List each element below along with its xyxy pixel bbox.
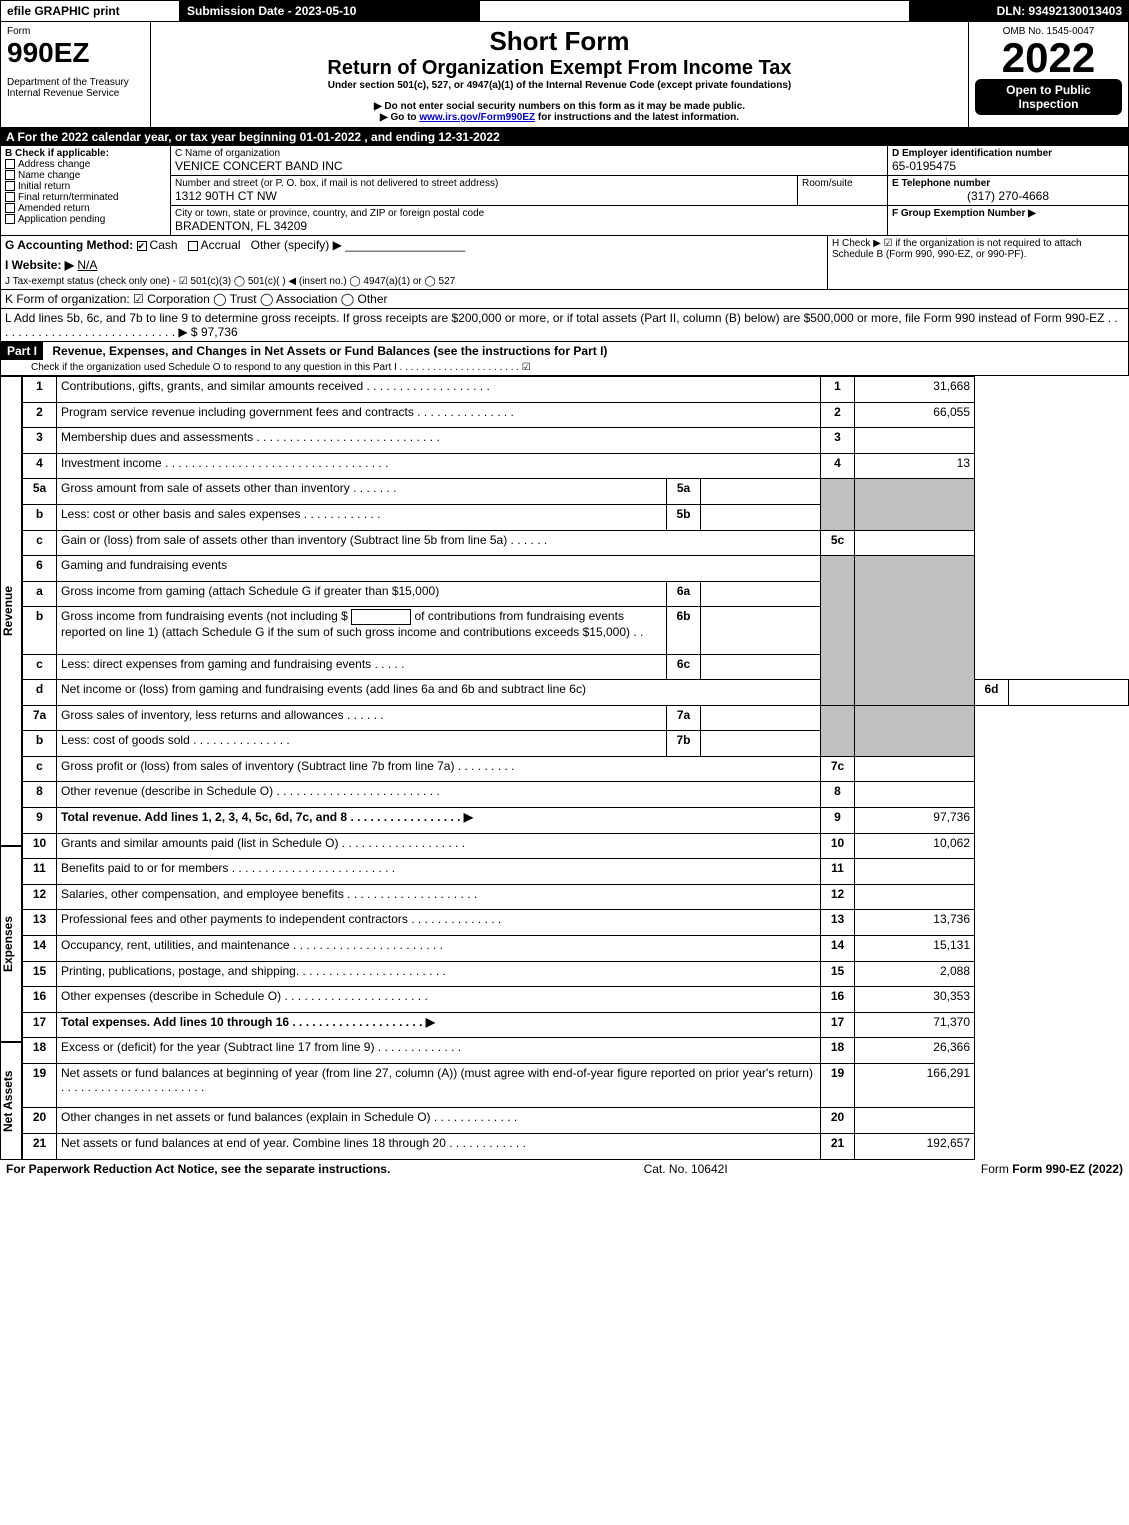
phone: (317) 270-4668 <box>892 189 1124 203</box>
form-number: 990EZ <box>7 37 144 69</box>
h-label: H Check ▶ ☑ if the organization is not r… <box>832 238 1124 260</box>
line-4: 4Investment income . . . . . . . . . . .… <box>23 453 1129 479</box>
k-row: K Form of organization: ☑ Corporation ◯ … <box>0 290 1129 309</box>
j-tax-exempt: J Tax-exempt status (check only one) - ☑… <box>5 276 823 287</box>
bcdef-row: B Check if applicable: Address change Na… <box>0 146 1129 236</box>
gh-row: G Accounting Method: Cash Accrual Other … <box>0 236 1129 290</box>
line-17: 17Total expenses. Add lines 10 through 1… <box>23 1012 1129 1038</box>
room-label: Room/suite <box>797 176 887 205</box>
netassets-label: Net Assets <box>0 1042 22 1160</box>
street-label: Number and street (or P. O. box, if mail… <box>175 178 793 189</box>
k-label: K Form of organization: ☑ Corporation ◯ … <box>1 290 1128 308</box>
b-amended[interactable]: Amended return <box>18 203 90 214</box>
line-1: 1Contributions, gifts, grants, and simil… <box>23 377 1129 403</box>
city-label: City or town, state or province, country… <box>175 208 883 219</box>
footer-left: For Paperwork Reduction Act Notice, see … <box>6 1162 390 1176</box>
goto-pre: ▶ Go to <box>380 112 419 123</box>
topbar: efile GRAPHIC print Submission Date - 20… <box>0 0 1129 22</box>
b-initial[interactable]: Initial return <box>18 181 70 192</box>
return-title: Return of Organization Exempt From Incom… <box>157 57 962 80</box>
form-label: Form <box>7 26 144 37</box>
l-row: L Add lines 5b, 6c, and 7b to line 9 to … <box>0 309 1129 342</box>
l-text: L Add lines 5b, 6c, and 7b to line 9 to … <box>5 311 1118 339</box>
l-value: 97,736 <box>201 325 238 339</box>
line-5c: cGain or (loss) from sale of assets othe… <box>23 530 1129 556</box>
street: 1312 90TH CT NW <box>175 189 793 203</box>
part1-check: Check if the organization used Schedule … <box>1 360 1128 375</box>
footer-right: Form Form 990-EZ (2022) <box>981 1162 1123 1176</box>
i-label: I Website: ▶ <box>5 258 74 272</box>
under-section: Under section 501(c), 527, or 4947(a)(1)… <box>157 80 962 91</box>
dept-treasury: Department of the Treasury <box>7 77 144 88</box>
b-label: B Check if applicable: <box>5 148 166 159</box>
line-10: 10Grants and similar amounts paid (list … <box>23 833 1129 859</box>
line-21: 21Net assets or fund balances at end of … <box>23 1134 1129 1160</box>
c-name-label: C Name of organization <box>175 148 883 159</box>
footer-mid: Cat. No. 10642I <box>644 1162 728 1176</box>
dln: DLN: 93492130013403 <box>909 0 1129 22</box>
line-8: 8Other revenue (describe in Schedule O) … <box>23 782 1129 808</box>
ein: 65-0195475 <box>892 159 1124 173</box>
tax-year: 2022 <box>975 37 1122 79</box>
lines-wrapper: Revenue Expenses Net Assets 1Contributio… <box>0 376 1129 1160</box>
goto-note: ▶ Go to www.irs.gov/Form990EZ for instru… <box>157 112 962 123</box>
g-label: G Accounting Method: <box>5 238 133 252</box>
irs-label: Internal Revenue Service <box>7 88 144 99</box>
e-label: E Telephone number <box>892 178 1124 189</box>
line-2: 2Program service revenue including gover… <box>23 402 1129 428</box>
org-name: VENICE CONCERT BAND INC <box>175 159 883 173</box>
website: N/A <box>77 258 97 272</box>
short-form-title: Short Form <box>157 26 962 57</box>
g-accrual[interactable]: Accrual <box>201 238 241 252</box>
line-9: 9Total revenue. Add lines 1, 2, 3, 4, 5c… <box>23 808 1129 834</box>
submission-date: Submission Date - 2023-05-10 <box>180 0 480 22</box>
line-18: 18Excess or (deficit) for the year (Subt… <box>23 1038 1129 1064</box>
line-11: 11Benefits paid to or for members . . . … <box>23 859 1129 885</box>
lines-table: 1Contributions, gifts, grants, and simil… <box>22 376 1129 1160</box>
form-header: Form 990EZ Department of the Treasury In… <box>0 22 1129 128</box>
line-7c: cGross profit or (loss) from sales of in… <box>23 756 1129 782</box>
line-3: 3Membership dues and assessments . . . .… <box>23 428 1129 454</box>
line-12: 12Salaries, other compensation, and empl… <box>23 884 1129 910</box>
line-16: 16Other expenses (describe in Schedule O… <box>23 987 1129 1013</box>
f-label: F Group Exemption Number ▶ <box>892 208 1036 219</box>
irs-link[interactable]: www.irs.gov/Form990EZ <box>419 112 535 123</box>
expenses-label: Expenses <box>0 846 22 1042</box>
line-13: 13Professional fees and other payments t… <box>23 910 1129 936</box>
line-6: 6Gaming and fundraising events <box>23 556 1129 582</box>
part1-title: Revenue, Expenses, and Changes in Net As… <box>46 344 607 358</box>
open-public: Open to Public Inspection <box>975 79 1122 115</box>
b-name[interactable]: Name change <box>18 170 80 181</box>
b-addr[interactable]: Address change <box>18 159 90 170</box>
b-pending[interactable]: Application pending <box>18 214 105 225</box>
line-19: 19Net assets or fund balances at beginni… <box>23 1064 1129 1108</box>
ssn-note: ▶ Do not enter social security numbers o… <box>157 101 962 112</box>
g-cash[interactable]: Cash <box>150 238 178 252</box>
city: BRADENTON, FL 34209 <box>175 219 883 233</box>
part1-header: Part I Revenue, Expenses, and Changes in… <box>0 342 1129 376</box>
line-7a: 7aGross sales of inventory, less returns… <box>23 705 1129 731</box>
line-14: 14Occupancy, rent, utilities, and mainte… <box>23 936 1129 962</box>
line-5a: 5aGross amount from sale of assets other… <box>23 479 1129 505</box>
g-other[interactable]: Other (specify) ▶ <box>251 238 342 252</box>
goto-post: for instructions and the latest informat… <box>535 112 739 123</box>
part1-label: Part I <box>1 342 43 360</box>
b-final[interactable]: Final return/terminated <box>18 192 119 203</box>
section-a: A For the 2022 calendar year, or tax yea… <box>0 128 1129 146</box>
line-20: 20Other changes in net assets or fund ba… <box>23 1108 1129 1134</box>
d-label: D Employer identification number <box>892 148 1124 159</box>
revenue-label: Revenue <box>0 376 22 846</box>
line-15: 15Printing, publications, postage, and s… <box>23 961 1129 987</box>
footer: For Paperwork Reduction Act Notice, see … <box>0 1160 1129 1178</box>
efile-print[interactable]: efile GRAPHIC print <box>0 0 180 22</box>
